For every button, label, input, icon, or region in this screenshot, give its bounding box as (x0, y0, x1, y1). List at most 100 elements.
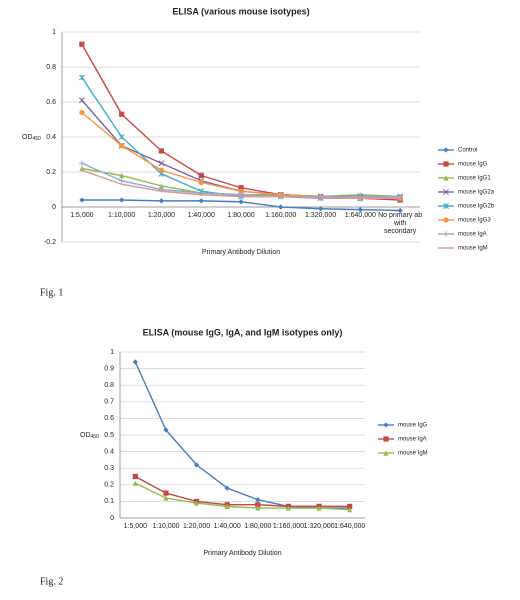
marker (224, 503, 230, 509)
y-axis-label-subscript: 450 (33, 136, 42, 142)
figure-caption: Fig. 2 (40, 576, 63, 587)
y-tick-label: 0.8 (46, 64, 56, 71)
y-axis-label-main: OD (22, 134, 33, 141)
marker (224, 485, 230, 491)
x-tick-label: 1:40,000 (187, 212, 215, 219)
marker (347, 507, 353, 513)
y-axis-label: OD450 (80, 432, 99, 440)
marker (158, 183, 165, 189)
series-line (135, 482, 350, 511)
x-tick-label: 1:20,000 (147, 212, 176, 219)
marker (198, 179, 204, 186)
x-axis-label: Primary Antibody Dilution (202, 249, 280, 256)
marker (79, 109, 85, 116)
marker (317, 206, 324, 212)
y-tick-label: 0.5 (104, 432, 114, 439)
marker (383, 450, 389, 456)
y-tick-label: 1 (110, 349, 114, 356)
series-line (81, 43, 401, 201)
marker (79, 197, 85, 203)
legend-label: mouse IgM (458, 246, 488, 252)
marker (238, 199, 244, 205)
marker (119, 178, 125, 184)
marker (119, 143, 125, 149)
marker (119, 172, 125, 179)
marker (193, 500, 200, 506)
x-tick-label: No primary ab with secondary (378, 212, 423, 235)
marker (443, 203, 449, 209)
x-axis-label: Primary Antibody Dilution (203, 550, 281, 557)
y-tick-label: 0 (110, 515, 114, 522)
marker (158, 160, 165, 167)
y-tick-label: 0.6 (46, 99, 56, 106)
y-tick-label: 0.8 (104, 382, 114, 389)
marker (119, 197, 125, 203)
legend-label: mouse IgM (398, 451, 428, 457)
marker (285, 505, 292, 511)
y-tick-label: 0.7 (104, 399, 114, 406)
x-tick-label: 1:160,000 (272, 523, 305, 530)
marker (347, 503, 353, 509)
chart-title: ELISA (mouse IgG, IgA, and IgM isotypes … (143, 327, 343, 337)
x-tick-label: 1:80,000 (227, 212, 255, 219)
legend-label: mouse IgG (458, 162, 488, 168)
marker (81, 169, 83, 171)
marker (359, 197, 361, 199)
y-tick-label: -0.2 (44, 239, 56, 246)
y-tick-label: 0 (52, 204, 56, 211)
marker (397, 207, 403, 214)
marker (319, 197, 322, 199)
figure-caption: Fig. 1 (40, 287, 63, 298)
y-tick-label: 0.2 (46, 169, 56, 176)
legend-label: mouse IgA (458, 232, 487, 238)
series-line (134, 475, 350, 508)
y-tick-label: 0.9 (104, 365, 114, 372)
marker (198, 172, 204, 179)
x-tick-label: 1:5,000 (70, 212, 94, 219)
y-axis-label: OD450 (22, 134, 41, 142)
marker (158, 148, 165, 154)
marker (158, 167, 165, 173)
legend-label: mouse IgG1 (458, 176, 491, 182)
marker (78, 97, 85, 104)
y-tick-label: 0.4 (104, 448, 114, 455)
legend-label: mouse IgG (398, 423, 428, 429)
marker (399, 197, 401, 199)
x-tick-label: 1:320,000 (304, 212, 337, 219)
legend-label: mouse IgG3 (458, 218, 491, 224)
x-tick-label: 1:10,000 (152, 523, 180, 530)
x-tick-label: 1:320,000 (303, 523, 335, 530)
marker (443, 189, 449, 195)
legend-label: mouse IgA (398, 437, 427, 443)
marker (383, 436, 389, 442)
marker (443, 161, 449, 167)
x-tick-label: 1:80,000 (244, 523, 272, 530)
x-tick-label: 1:640,000 (344, 212, 376, 219)
legend-label: Control (458, 148, 477, 154)
marker (238, 188, 244, 194)
y-tick-label: 1 (52, 29, 56, 36)
series-line (81, 77, 401, 199)
legend-label: mouse IgG2a (458, 190, 495, 196)
marker (255, 502, 261, 508)
marker (445, 247, 447, 249)
legend-label: mouse IgG2b (458, 204, 495, 210)
x-tick-label: 1:160,000 (265, 212, 297, 219)
marker (255, 505, 261, 511)
marker (158, 198, 165, 204)
marker (118, 134, 125, 140)
chart-title: ELISA (various mouse isotypes) (172, 6, 309, 16)
y-tick-label: 0.6 (104, 415, 114, 422)
marker (383, 422, 389, 428)
x-tick-label: 1:5,000 (123, 523, 147, 530)
marker (357, 207, 363, 213)
marker (163, 490, 169, 496)
marker (193, 462, 200, 468)
marker (240, 195, 242, 198)
marker (132, 473, 138, 480)
y-tick-label: 0.1 (104, 498, 114, 505)
marker (163, 495, 169, 501)
marker (78, 74, 85, 81)
marker (132, 480, 138, 486)
